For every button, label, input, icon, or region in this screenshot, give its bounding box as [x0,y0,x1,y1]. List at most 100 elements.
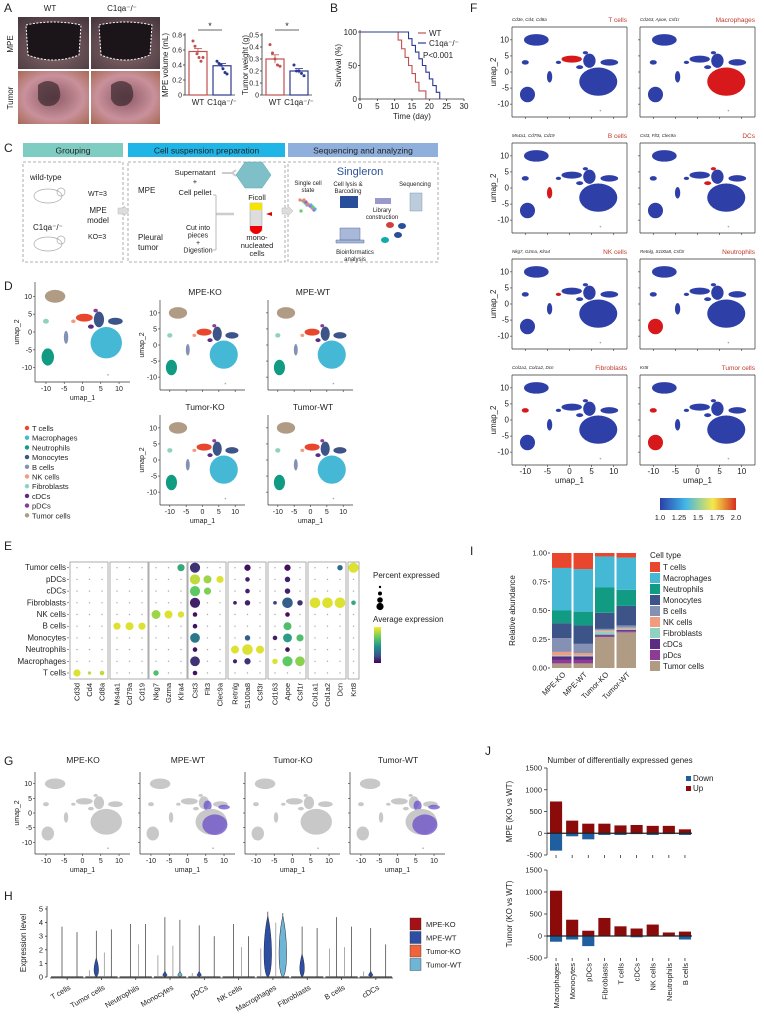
gene-label: Apoe [283,683,292,701]
sample-title: MPE-KO [188,287,222,297]
legend-label: Fibroblasts [32,482,69,491]
gene-group-box [148,561,188,680]
expression-dot [101,625,103,627]
umap-cluster-t-cells [561,403,582,411]
expression-dot [339,625,341,627]
umap-cluster-cdcs [576,65,584,70]
expression-dot [167,648,170,651]
label-state: state [301,188,315,194]
umap-cluster-neutrophils [519,202,535,219]
expression-dot [87,671,92,675]
legend-dot [24,474,30,479]
expression-dot [88,660,91,662]
umap-outlier [727,457,730,460]
bar-up [678,829,691,834]
stacked-segment-macrophages [595,556,615,588]
expression-dot [244,635,251,641]
category-label: Macrophages [552,963,561,1009]
umap-cluster-pdcs [582,51,589,55]
umap-cluster-b-cells [674,71,681,83]
umap-cluster-cdcs [704,65,712,70]
y-tick-label: -10 [497,448,509,457]
row-label: T cells [43,669,66,678]
gene-label: Csf1r [296,683,305,701]
umap-cluster-macrophages [579,183,618,212]
expression-dot [116,602,118,604]
x-tick-label: 0 [291,858,295,865]
legend-label: Tumor-KO [426,947,461,956]
significance-star: * [285,21,289,31]
expression-dot [155,567,157,569]
x-tick-label: 0 [201,509,205,516]
umap-cluster-fibroblasts [148,802,154,807]
umap-cluster-neutrophils [647,434,663,451]
legend-label: C1qa⁻/⁻ [429,39,459,48]
umap-outlier [212,847,214,849]
expression-dot [167,602,170,604]
gene-label: Clec9a [216,682,225,706]
marker-genes: Retnlg, S100a8, Csf3r [640,249,685,254]
y-tick-label: 10 [149,425,157,432]
y-axis-label: umap_2 [489,57,498,86]
legend-dot [24,484,30,489]
legend-label: Fibroblasts [663,629,702,638]
ficoll-layer [250,203,262,210]
y-tick-label: 5 [153,441,157,448]
label-bioinformatics: Bioinformatics [336,250,374,256]
expression-dot [151,610,161,619]
violin-body-tumor-wt [177,970,183,978]
data-point [197,56,201,59]
panel-label-a: A [4,1,12,15]
stacked-segment-monocytes [595,612,615,629]
legend-swatch [409,944,422,958]
bar-up [662,825,675,834]
x-tick-label: 30 [460,102,469,111]
stacked-segment-cdcs [595,634,615,636]
expression-dot [259,602,261,604]
expression-dot [101,602,103,604]
x-tick-label: 25 [442,102,451,111]
category-label: Fibroblasts [600,963,609,1000]
expression-dot [219,672,221,674]
expression-dot [88,578,91,581]
y-tick-label: 0.00 [532,664,547,673]
bar-up [550,890,563,936]
panel-label-c: C [4,141,13,155]
expression-dot [153,670,159,676]
x-tick-label: -10 [647,467,659,476]
expression-dot [283,633,292,643]
umap-cluster-b-cells [273,812,279,823]
y-tick-label: 100 [344,28,358,37]
stacked-segment-pdcs [573,659,593,664]
x-tick-label: C1qa⁻/⁻ [207,98,237,107]
expression-overlay [412,814,438,836]
expression-dot [299,648,301,651]
barcoding-device-icon [340,196,358,208]
expression-dot [274,578,276,581]
gene-label: Retnlg [231,683,240,705]
umap-cluster-tumor-cells [168,307,188,319]
expression-dot [326,660,329,662]
data-point [295,69,298,73]
y-tick-label: 0 [538,829,542,838]
x-tick-label: C1qa⁻/⁻ [284,98,314,107]
umap-cluster-neutrophils [146,826,160,841]
umap-cluster-b-cells [674,187,681,199]
umap-cluster-monocytes [583,53,596,68]
expression-dot [101,578,103,581]
umap-cluster-monocytes [212,326,222,341]
category-label: B cells [681,963,690,985]
umap-cluster-macrophages [300,808,332,835]
workflow-header [288,143,438,157]
umap-plot [647,382,747,460]
expression-dot [259,637,261,639]
expression-dot [274,567,276,569]
gene-group-box [307,561,347,680]
umap-cluster-b-cells [546,303,553,315]
y-axis-label: MPE volume (mL) [161,33,170,97]
y-tick-label: 4 [39,918,43,927]
stacked-segment-macrophages [573,569,593,612]
umap-cluster-neutrophils [251,826,264,841]
umap-cluster-monocytes [728,407,747,414]
expression-dot [352,578,355,581]
